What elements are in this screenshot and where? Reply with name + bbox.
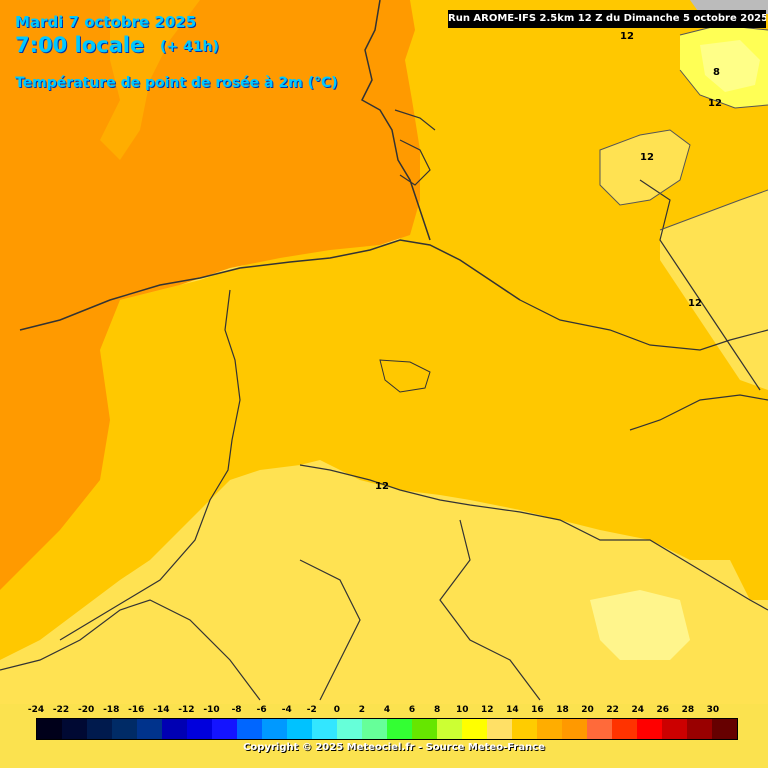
- color-scale-cell: [237, 719, 262, 739]
- legend-tick-label: 2: [358, 705, 366, 715]
- contour-label: 12: [620, 31, 634, 42]
- legend-tick-label: -16: [128, 705, 145, 715]
- color-scale-cell: [662, 719, 687, 739]
- river-loop: [379, 359, 431, 393]
- contour-12-north: [599, 129, 691, 206]
- legend-tick-label: -18: [103, 705, 120, 715]
- legend-tick-label: 6: [408, 705, 416, 715]
- border-1: [59, 289, 241, 641]
- legend-tick-label: 4: [383, 705, 391, 715]
- zone-12-14: [0, 0, 768, 660]
- color-scale-cell: [512, 719, 537, 739]
- color-scale-cell: [587, 719, 612, 739]
- contour-label: 12: [375, 481, 389, 492]
- zone-8-10-core: [700, 40, 760, 92]
- legend-tick-label: -14: [153, 705, 170, 715]
- legend-tick-label: 20: [581, 705, 594, 715]
- color-scale-cell: [262, 719, 287, 739]
- coastline: [19, 239, 521, 331]
- zone-sea-light: [100, 0, 200, 160]
- contour-label: 12: [688, 298, 702, 309]
- legend-tick-label: 18: [556, 705, 569, 715]
- legend-tick-label: 14: [506, 705, 519, 715]
- legend-tick-label: 8: [434, 705, 441, 715]
- coastline-north: [361, 0, 431, 241]
- legend-tick-label: 12: [481, 705, 494, 715]
- forecast-lead-time: (+ 41h): [160, 39, 219, 55]
- color-scale-cell: [287, 719, 312, 739]
- legend-tick-label: 0: [333, 705, 340, 715]
- contour-label: 8: [713, 67, 720, 78]
- estuary: [394, 109, 436, 186]
- forecast-date: Mardi 7 octobre 2025: [15, 13, 197, 31]
- color-scale-cell: [537, 719, 562, 739]
- color-scale-cell: [687, 719, 712, 739]
- legend-tick-label: -4: [281, 705, 292, 715]
- zone-14-16: [0, 0, 420, 590]
- legend-tick-label: -8: [231, 705, 242, 715]
- legend-tick-label: 30: [706, 705, 720, 715]
- legend-tick-label: 10: [455, 705, 469, 715]
- color-scale-cell: [412, 719, 437, 739]
- color-scale-cell: [337, 719, 362, 739]
- border-east: [639, 179, 761, 391]
- color-scale-bar: [36, 718, 738, 740]
- color-scale-cell: [112, 719, 137, 739]
- border-5: [0, 559, 361, 701]
- color-scale-cell: [462, 719, 487, 739]
- color-scale-cell: [212, 719, 237, 739]
- color-scale-cell: [612, 719, 637, 739]
- variable-title: Température de point de rosée à 2m (°C): [15, 75, 338, 91]
- color-scale-cell: [87, 719, 112, 739]
- contour-label: 12: [708, 98, 722, 109]
- legend-tick-label: -24: [27, 705, 45, 715]
- legend-tick-label: -2: [306, 705, 317, 715]
- legend-tick-label: 22: [606, 705, 619, 715]
- contour-label: 12: [640, 152, 654, 163]
- color-scale-cell: [487, 719, 512, 739]
- color-scale-cell: [187, 719, 212, 739]
- color-scale-cell: [712, 719, 737, 739]
- zone-ne-patch: [600, 130, 690, 205]
- legend-tick-label: 24: [631, 705, 644, 715]
- border-3: [299, 464, 768, 611]
- legend-tick-label: -12: [178, 705, 195, 715]
- legend-tick-label: 26: [656, 705, 670, 715]
- legend-tick-label: 16: [531, 705, 544, 715]
- color-scale-cell: [312, 719, 337, 739]
- run-info-banner: Run AROME-IFS 2.5km 12 Z du Dimanche 5 o…: [448, 10, 766, 28]
- legend-tick-label: -10: [203, 705, 220, 715]
- color-scale-cell: [137, 719, 162, 739]
- color-scale-cell: [62, 719, 87, 739]
- border-2: [519, 299, 768, 351]
- color-scale-cell: [162, 719, 187, 739]
- contour-12-east: [659, 189, 768, 231]
- legend-tick-label: -20: [78, 705, 95, 715]
- border-4: [439, 394, 768, 701]
- legend-tick-label: 28: [681, 705, 695, 715]
- color-scale-cell: [37, 719, 62, 739]
- legend-tick-label: -6: [256, 705, 267, 715]
- legend-tick-label: -22: [52, 705, 70, 715]
- color-scale-cell: [437, 719, 462, 739]
- color-scale-cell: [562, 719, 587, 739]
- color-scale-cell: [362, 719, 387, 739]
- zone-east-patch: [660, 190, 768, 390]
- zone-south-spot: [590, 590, 690, 660]
- forecast-local-time: 7:00 locale: [15, 33, 145, 57]
- copyright-text: Copyright © 2025 Meteociel.fr - Source M…: [243, 742, 545, 753]
- color-scale-cell: [637, 719, 662, 739]
- color-scale-cell: [387, 719, 412, 739]
